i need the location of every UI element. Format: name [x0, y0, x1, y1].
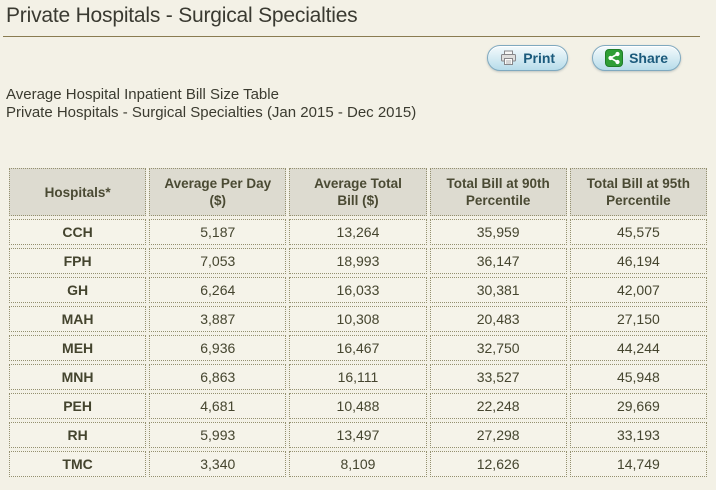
table-row: MNH 6,863 16,111 33,527 45,948	[9, 364, 707, 390]
bill-size-table-container: Hospitals* Average Per Day ($) Average Tot…	[6, 165, 710, 480]
table-row: PEH 4,681 10,488 22,248 29,669	[9, 393, 707, 419]
table-row: MEH 6,936 16,467 32,750 44,244	[9, 335, 707, 361]
value-cell: 45,575	[569, 219, 707, 245]
value-cell: 10,488	[289, 393, 427, 419]
value-cell: 13,497	[289, 422, 427, 448]
value-cell: 22,248	[429, 393, 567, 419]
value-cell: 16,467	[289, 335, 427, 361]
value-cell: 36,147	[429, 248, 567, 274]
value-cell: 20,483	[429, 306, 567, 332]
table-row: MAH 3,887 10,308 20,483 27,150	[9, 306, 707, 332]
share-button-label: Share	[629, 50, 668, 66]
value-cell: 18,993	[289, 248, 427, 274]
bill-size-table: Hospitals* Average Per Day ($) Average Tot…	[6, 165, 710, 480]
value-cell: 6,863	[149, 364, 287, 390]
page-header: Private Hospitals - Surgical Specialties	[3, 0, 700, 37]
page-title: Private Hospitals - Surgical Specialties	[6, 4, 358, 27]
toolbar: Print Share	[0, 37, 716, 71]
value-cell: 16,111	[289, 364, 427, 390]
value-cell: 42,007	[569, 277, 707, 303]
print-button-label: Print	[523, 50, 556, 66]
hospital-name: MAH	[9, 306, 147, 332]
column-header: Hospitals*	[9, 168, 147, 216]
value-cell: 45,948	[569, 364, 707, 390]
value-cell: 8,109	[289, 451, 427, 477]
value-cell: 33,193	[569, 422, 707, 448]
table-subtitle: Average Hospital Inpatient Bill Size Tab…	[6, 86, 700, 122]
hospital-name: GH	[9, 277, 147, 303]
value-cell: 3,887	[149, 306, 287, 332]
column-header: Average Per Day ($)	[149, 168, 287, 216]
value-cell: 6,264	[149, 277, 287, 303]
value-cell: 4,681	[149, 393, 287, 419]
table-row: GH 6,264 16,033 30,381 42,007	[9, 277, 707, 303]
value-cell: 35,959	[429, 219, 567, 245]
value-cell: 33,527	[429, 364, 567, 390]
table-body: CCH 5,187 13,264 35,959 45,575 FPH 7,053…	[9, 219, 707, 477]
column-header: Total Bill at 90th Percentile	[429, 168, 567, 216]
share-icon	[605, 49, 624, 67]
value-cell: 6,936	[149, 335, 287, 361]
value-cell: 16,033	[289, 277, 427, 303]
value-cell: 7,053	[149, 248, 287, 274]
table-row: RH 5,993 13,497 27,298 33,193	[9, 422, 707, 448]
table-header-row: Hospitals* Average Per Day ($) Average Tot…	[9, 168, 707, 216]
value-cell: 10,308	[289, 306, 427, 332]
subtitle-line-2: Private Hospitals - Surgical Specialties…	[6, 104, 417, 121]
value-cell: 14,749	[569, 451, 707, 477]
print-button[interactable]: Print	[487, 45, 569, 71]
hospital-name: FPH	[9, 248, 147, 274]
hospital-name: CCH	[9, 219, 147, 245]
printer-icon	[500, 50, 517, 66]
value-cell: 46,194	[569, 248, 707, 274]
value-cell: 5,187	[149, 219, 287, 245]
value-cell: 29,669	[569, 393, 707, 419]
value-cell: 12,626	[429, 451, 567, 477]
value-cell: 13,264	[289, 219, 427, 245]
subtitle-line-1: Average Hospital Inpatient Bill Size Tab…	[6, 86, 279, 103]
hospital-name: MNH	[9, 364, 147, 390]
value-cell: 32,750	[429, 335, 567, 361]
hospital-name: RH	[9, 422, 147, 448]
table-row: TMC 3,340 8,109 12,626 14,749	[9, 451, 707, 477]
column-header: Average Total Bill ($)	[289, 168, 427, 216]
table-row: CCH 5,187 13,264 35,959 45,575	[9, 219, 707, 245]
hospital-name: MEH	[9, 335, 147, 361]
value-cell: 27,298	[429, 422, 567, 448]
hospital-name: PEH	[9, 393, 147, 419]
value-cell: 44,244	[569, 335, 707, 361]
table-row: FPH 7,053 18,993 36,147 46,194	[9, 248, 707, 274]
column-header: Total Bill at 95th Percentile	[569, 168, 707, 216]
value-cell: 30,381	[429, 277, 567, 303]
share-button[interactable]: Share	[592, 45, 681, 71]
hospital-name: TMC	[9, 451, 147, 477]
value-cell: 27,150	[569, 306, 707, 332]
value-cell: 5,993	[149, 422, 287, 448]
value-cell: 3,340	[149, 451, 287, 477]
